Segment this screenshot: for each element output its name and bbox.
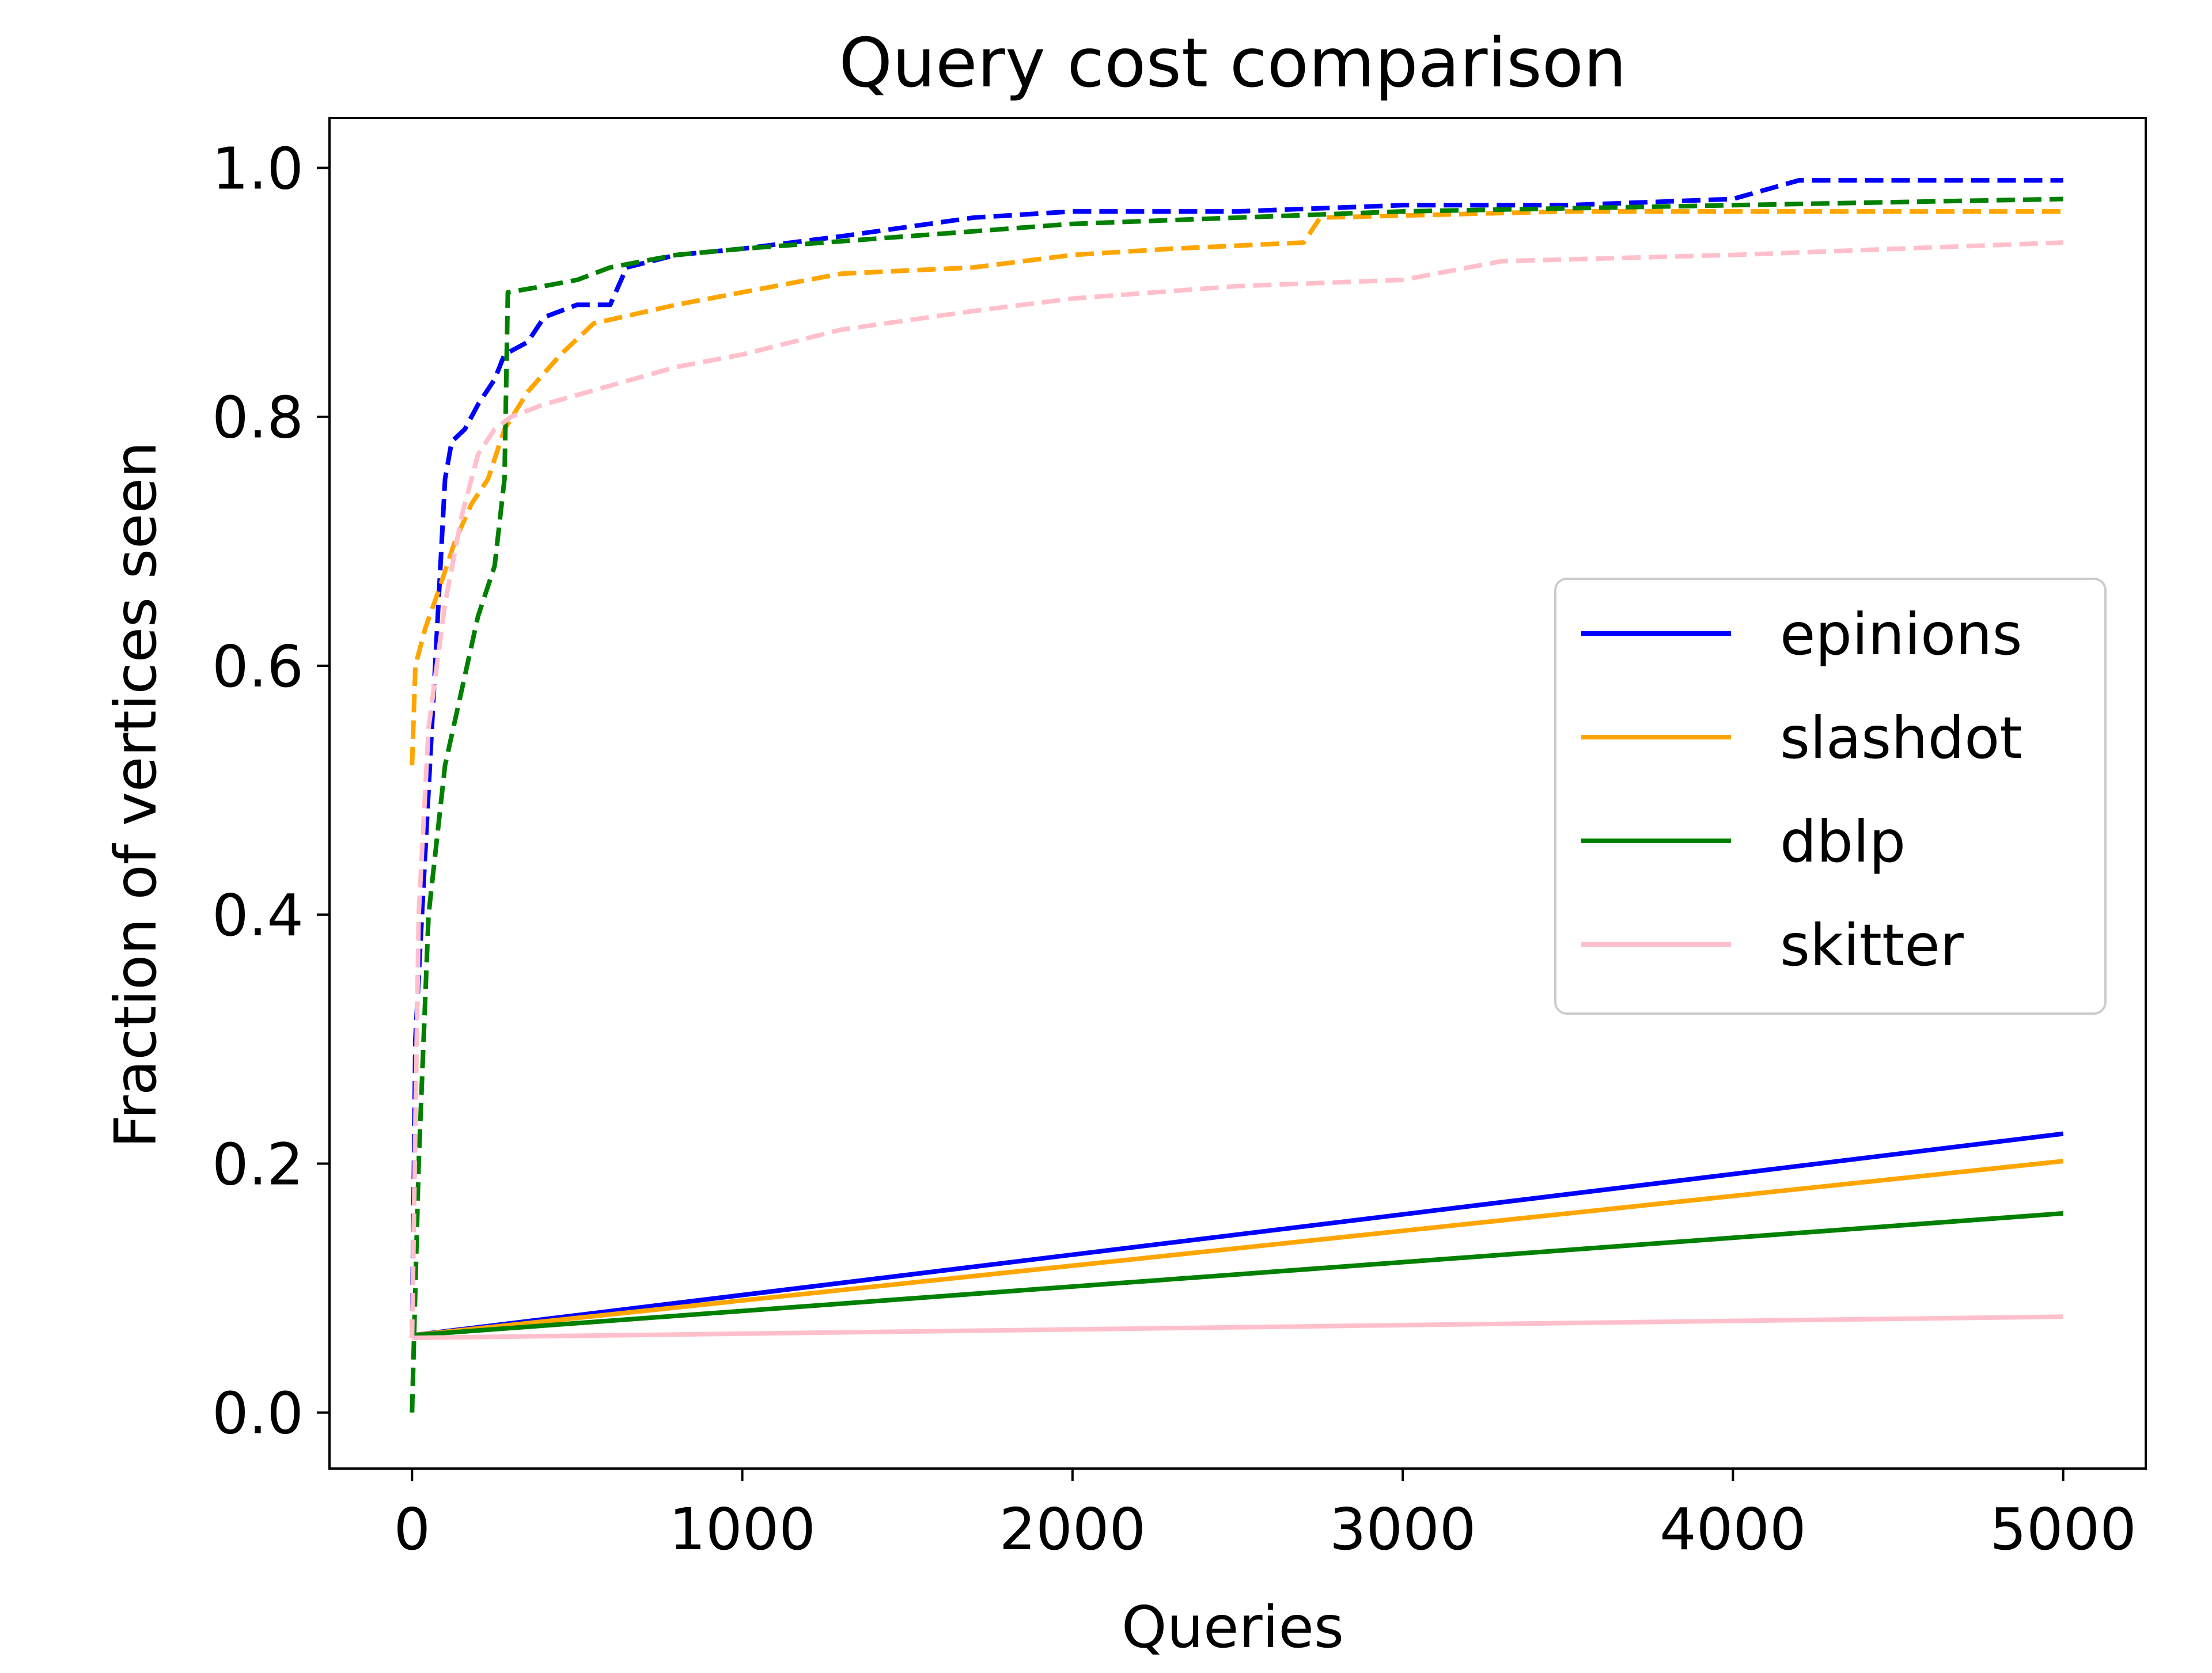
- x-tick-label: 3000: [1330, 1496, 1476, 1563]
- y-axis-label: Fraction of vertices seen: [102, 442, 169, 1148]
- legend-label-skitter: skitter: [1780, 912, 1964, 979]
- legend-label-slashdot: slashdot: [1780, 704, 2022, 772]
- skitter-solid-line: [412, 1314, 2063, 1341]
- epinions-solid-line: [411, 1131, 2064, 1338]
- y-tick-label: 1.0: [212, 135, 304, 202]
- x-axis-label: Queries: [1122, 1594, 1344, 1661]
- y-ticks: 0.0 0.2 0.4 0.6 0.8 1.0: [212, 135, 329, 1447]
- series-layer: [410, 178, 2064, 1413]
- x-tick-label: 5000: [1990, 1496, 2137, 1563]
- legend-label-dblp: dblp: [1780, 808, 1906, 875]
- dblp-solid-line: [412, 1211, 2063, 1338]
- y-tick-label: 0.0: [212, 1380, 304, 1447]
- x-ticks: 0 1000 2000 3000 4000 5000: [394, 1469, 2137, 1563]
- y-tick-label: 0.2: [212, 1130, 304, 1198]
- x-tick-label: 4000: [1660, 1496, 1806, 1563]
- y-tick-label: 0.4: [212, 882, 304, 949]
- series-6-dashed-line: [410, 196, 2063, 1413]
- x-tick-label: 2000: [999, 1496, 1146, 1563]
- legend: epinions slashdot dblp skitter: [1554, 578, 2107, 1015]
- legend-label-epinions: epinions: [1780, 601, 2022, 668]
- legend-frame: [1554, 578, 2107, 1015]
- x-tick-label: 1000: [669, 1496, 816, 1563]
- slashdot-solid-line: [411, 1159, 2064, 1338]
- series-4-dashed-line: [410, 178, 2063, 1338]
- series-5-dashed-line: [410, 209, 2063, 766]
- y-tick-label: 0.8: [212, 384, 304, 452]
- legend-items: epinions slashdot dblp skitter: [1581, 601, 2022, 979]
- chart-title: Query cost comparison: [839, 23, 1626, 103]
- x-tick-label: 0: [394, 1496, 431, 1563]
- y-tick-label: 0.6: [212, 633, 304, 700]
- plot-frame: [328, 117, 2147, 1470]
- series-7-dashed-line: [410, 240, 2063, 1338]
